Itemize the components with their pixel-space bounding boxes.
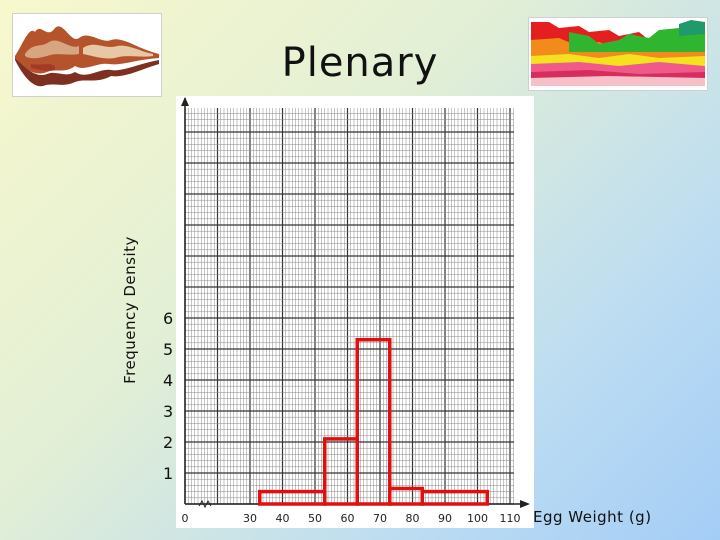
axis-break-mark [198,499,212,509]
y-axis-label-container: Frequency Density [120,210,140,410]
grid [184,108,514,505]
y-axis-arrow [181,97,189,106]
x-axis-label: Egg Weight (g) [533,508,652,526]
x-tick-label: 30 [243,512,257,525]
x-tick-label: 60 [341,512,355,525]
stacked-area-thumbnail-image [531,20,705,86]
x-tick-label: 0 [182,512,189,525]
y-tick-labels: 1 2 3 4 5 6 [163,309,173,483]
histogram-bars [258,337,489,506]
graph-paper: 0 30 40 50 60 70 80 90 100 110 1 2 3 4 5 6 [163,96,534,528]
streamgraph-thumbnail [12,13,162,97]
stacked-area-thumbnail [528,17,708,91]
streamgraph-thumbnail-image [15,26,159,87]
y-axis-label: Frequency Density [121,236,139,384]
y-tick-label: 2 [163,433,173,452]
x-tick-label: 50 [308,512,322,525]
histogram-bar-3 [355,337,392,506]
y-tick-label: 4 [163,371,173,390]
y-tick-label: 1 [163,464,173,483]
slide-title: Plenary [281,40,439,86]
x-tick-label: 40 [276,512,290,525]
x-tick-label: 70 [373,512,387,525]
x-axis-arrow [520,500,530,508]
x-tick-label: 80 [406,512,420,525]
histogram-bar-5 [420,489,489,506]
y-tick-label: 3 [163,402,173,421]
x-tick-label: 100 [467,512,488,525]
y-tick-label: 6 [163,309,173,328]
histogram-chart: 0 30 40 50 60 70 80 90 100 110 1 2 3 4 5 6 [163,97,530,525]
x-tick-labels: 0 30 40 50 60 70 80 90 100 110 [182,512,521,525]
y-tick-label: 5 [163,340,173,359]
x-tick-label: 110 [500,512,521,525]
x-tick-label: 90 [438,512,452,525]
